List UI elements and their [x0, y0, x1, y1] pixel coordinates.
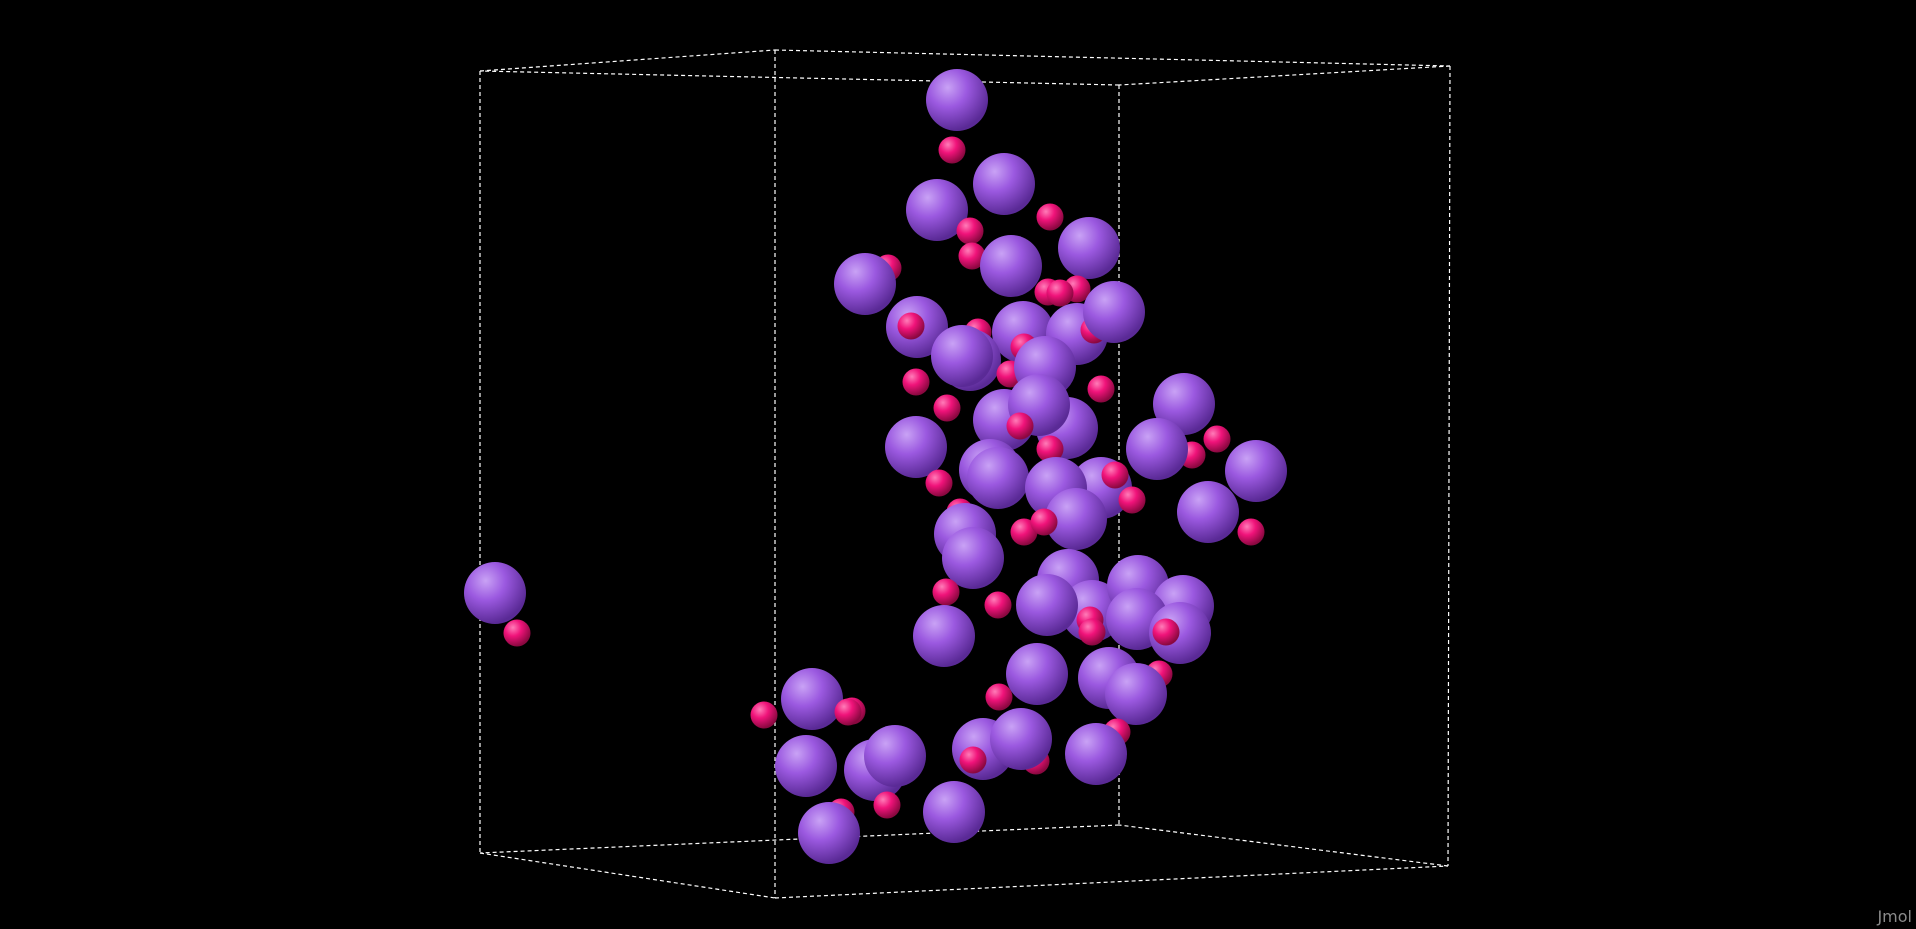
large-atom[interactable]	[798, 802, 860, 864]
large-atom[interactable]	[885, 416, 947, 478]
small-atom[interactable]	[1036, 203, 1064, 231]
large-atom[interactable]	[1065, 723, 1127, 785]
small-atom[interactable]	[956, 217, 984, 245]
large-atom[interactable]	[973, 153, 1035, 215]
small-atom[interactable]	[873, 791, 901, 819]
large-atom[interactable]	[781, 668, 843, 730]
large-atom[interactable]	[990, 708, 1052, 770]
large-atom[interactable]	[926, 69, 988, 131]
large-atom[interactable]	[906, 179, 968, 241]
large-atom[interactable]	[1177, 481, 1239, 543]
small-atom[interactable]	[985, 683, 1013, 711]
large-atom[interactable]	[834, 253, 896, 315]
unit-cell-edge	[774, 49, 1451, 67]
unit-cell-edge	[1447, 65, 1451, 867]
unit-cell-edge	[479, 70, 1120, 86]
large-atom[interactable]	[967, 447, 1029, 509]
small-atom[interactable]	[1152, 618, 1180, 646]
small-atom[interactable]	[1036, 435, 1064, 463]
small-atom[interactable]	[897, 312, 925, 340]
large-atom[interactable]	[1016, 574, 1078, 636]
large-atom[interactable]	[913, 605, 975, 667]
large-atom[interactable]	[1225, 440, 1287, 502]
jmol-watermark: Jmol	[1877, 907, 1912, 926]
large-atom[interactable]	[942, 527, 1004, 589]
small-atom[interactable]	[933, 394, 961, 422]
small-atom[interactable]	[938, 136, 966, 164]
unit-cell-edge	[1118, 824, 1449, 867]
large-atom[interactable]	[980, 235, 1042, 297]
unit-cell-edge	[479, 852, 776, 899]
small-atom[interactable]	[1010, 518, 1038, 546]
small-atom[interactable]	[984, 591, 1012, 619]
large-atom[interactable]	[464, 562, 526, 624]
large-atom[interactable]	[1149, 602, 1211, 664]
unit-cell-box	[479, 49, 1451, 899]
unit-cell-edge	[479, 824, 1120, 854]
small-atom[interactable]	[959, 746, 987, 774]
large-atom[interactable]	[1105, 663, 1167, 725]
small-atom[interactable]	[902, 368, 930, 396]
unit-cell-edge	[479, 49, 776, 72]
small-atom[interactable]	[1118, 486, 1146, 514]
atoms-group	[464, 69, 1287, 864]
small-atom[interactable]	[1046, 279, 1074, 307]
large-atom[interactable]	[923, 781, 985, 843]
small-atom[interactable]	[1101, 461, 1129, 489]
small-atom[interactable]	[1087, 375, 1115, 403]
small-atom[interactable]	[958, 242, 986, 270]
small-atom[interactable]	[750, 701, 778, 729]
large-atom[interactable]	[1006, 643, 1068, 705]
large-atom[interactable]	[775, 735, 837, 797]
small-atom[interactable]	[1030, 508, 1058, 536]
large-atom[interactable]	[1058, 217, 1120, 279]
large-atom[interactable]	[931, 325, 993, 387]
small-atom[interactable]	[1203, 425, 1231, 453]
large-atom[interactable]	[1083, 281, 1145, 343]
small-atom[interactable]	[1237, 518, 1265, 546]
small-atom[interactable]	[503, 619, 531, 647]
large-atom[interactable]	[1153, 373, 1215, 435]
unit-cell-edge	[1118, 65, 1451, 86]
small-atom[interactable]	[932, 578, 960, 606]
unit-cell-edge	[774, 865, 1449, 899]
small-atom[interactable]	[834, 698, 862, 726]
large-atom[interactable]	[1045, 488, 1107, 550]
large-atom[interactable]	[864, 725, 926, 787]
small-atom[interactable]	[925, 469, 953, 497]
small-atom[interactable]	[1078, 618, 1106, 646]
small-atom[interactable]	[1006, 412, 1034, 440]
large-atom[interactable]	[1126, 418, 1188, 480]
